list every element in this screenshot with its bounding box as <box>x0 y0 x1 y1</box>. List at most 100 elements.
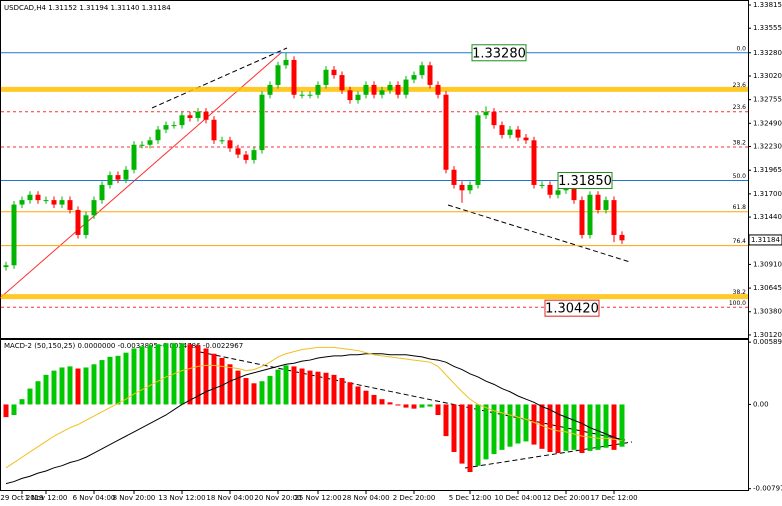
histogram-bar <box>563 404 569 451</box>
histogram-bar <box>123 352 129 405</box>
histogram-bar <box>251 383 257 405</box>
fib-level-label: 38.2 <box>733 139 747 146</box>
candle-body <box>99 184 105 201</box>
y-tick-label: 1.30380 <box>753 308 782 316</box>
histogram-bar <box>283 365 289 405</box>
candle-body <box>611 200 617 235</box>
histogram-bar <box>187 344 193 405</box>
histogram-bar <box>107 356 113 405</box>
y-tick-label: 1.30645 <box>753 284 782 292</box>
histogram-bar <box>163 343 169 405</box>
candle-body <box>259 94 265 151</box>
y-tick-label: 1.33020 <box>753 72 782 80</box>
candle-body <box>155 129 161 141</box>
candle-body <box>619 234 625 241</box>
fib-level-label: 50.0 <box>733 173 747 180</box>
candle-body <box>115 175 121 180</box>
y-tick-label: 0.00 <box>753 400 769 408</box>
histogram-bar <box>459 404 465 464</box>
y-tick-label: 1.33555 <box>753 24 782 32</box>
candle-body <box>603 200 609 210</box>
candle-body <box>427 65 433 85</box>
candle-body <box>35 194 41 201</box>
histogram-bar <box>579 404 585 454</box>
histogram-bar <box>619 404 625 447</box>
candle-body <box>83 215 89 235</box>
candle-body <box>459 184 465 191</box>
candle-body <box>283 59 289 66</box>
y-tick-label: 1.32755 <box>753 96 782 104</box>
histogram-bar <box>35 381 41 405</box>
x-tick-label: 12 Dec 20:00 <box>542 494 589 502</box>
x-tick-label: 5 Dec 12:00 <box>449 494 492 502</box>
histogram-bar <box>203 348 209 405</box>
candle-body <box>275 65 281 85</box>
y-tick-label: 1.31965 <box>753 166 782 174</box>
candle-body <box>491 111 497 126</box>
candle-body <box>51 200 57 205</box>
candle-body <box>27 194 33 201</box>
histogram-bar <box>267 375 273 405</box>
histogram-bar <box>195 345 201 405</box>
candle-body <box>395 84 401 95</box>
histogram-bar <box>571 404 577 450</box>
histogram-bar <box>291 366 297 405</box>
candle-body <box>3 265 9 268</box>
candle-body <box>339 75 345 91</box>
histogram-bar <box>259 381 265 405</box>
price-callout-label: 1.30420 <box>545 302 599 317</box>
histogram-bar <box>11 404 17 415</box>
histogram-bar <box>451 404 457 452</box>
histogram-bar <box>371 394 377 405</box>
histogram-bar <box>595 404 601 450</box>
candle-body <box>379 90 385 95</box>
x-tick-label: 6 Nov 04:00 <box>73 494 116 502</box>
candle-body <box>267 84 273 95</box>
price-callout-label: 1.33280 <box>472 46 526 61</box>
candle-body <box>179 115 185 126</box>
histogram-bar <box>179 343 185 405</box>
histogram-bar <box>523 404 529 442</box>
histogram-bar <box>419 404 425 408</box>
candle-body <box>403 79 409 95</box>
candle-body <box>475 115 481 185</box>
histogram-bar <box>435 404 441 415</box>
x-tick-label: 2 Dec 20:00 <box>393 494 436 502</box>
candle-body <box>355 94 361 101</box>
histogram-bar <box>27 388 33 405</box>
histogram-bar <box>443 404 449 437</box>
candle-body <box>483 111 489 116</box>
histogram-bar <box>387 402 393 405</box>
y-tick-label: 1.33815 <box>753 1 782 9</box>
y-tick-label: 1.30910 <box>753 260 782 268</box>
chart-title: USDCAD,H4 1.31152 1.31194 1.31140 1.3118… <box>4 4 171 12</box>
y-tick-label: 1.31440 <box>753 213 782 221</box>
fib-level-label: 100.0 <box>729 300 746 307</box>
candle-body <box>451 169 457 185</box>
histogram-bar <box>339 378 345 405</box>
candle-body <box>163 125 169 130</box>
histogram-bar <box>235 370 241 405</box>
candle-body <box>307 94 313 96</box>
x-tick-label: 13 Nov 12:00 <box>158 494 205 502</box>
fib-level-label: 23.6 <box>733 82 747 89</box>
candle-body <box>75 209 81 235</box>
x-tick-label: 29 Oct 2019 <box>0 494 43 502</box>
histogram-bar <box>363 390 369 405</box>
x-tick-label: 20 Nov 20:00 <box>254 494 301 502</box>
x-tick-label: 10 Dec 04:00 <box>494 494 541 502</box>
candle-body <box>539 184 545 186</box>
candle-body <box>411 75 417 80</box>
histogram-bar <box>3 404 9 418</box>
histogram-bar <box>91 364 97 405</box>
histogram-bar <box>99 360 105 405</box>
x-tick-label: 1 Nov 12:00 <box>25 494 68 502</box>
histogram-bar <box>227 364 233 405</box>
candle-body <box>91 200 97 216</box>
histogram-bar <box>59 367 65 405</box>
candle-body <box>587 194 593 235</box>
indicator-line <box>5 353 623 485</box>
histogram-bar <box>83 367 89 405</box>
y-tick-label: 1.32490 <box>753 119 782 127</box>
